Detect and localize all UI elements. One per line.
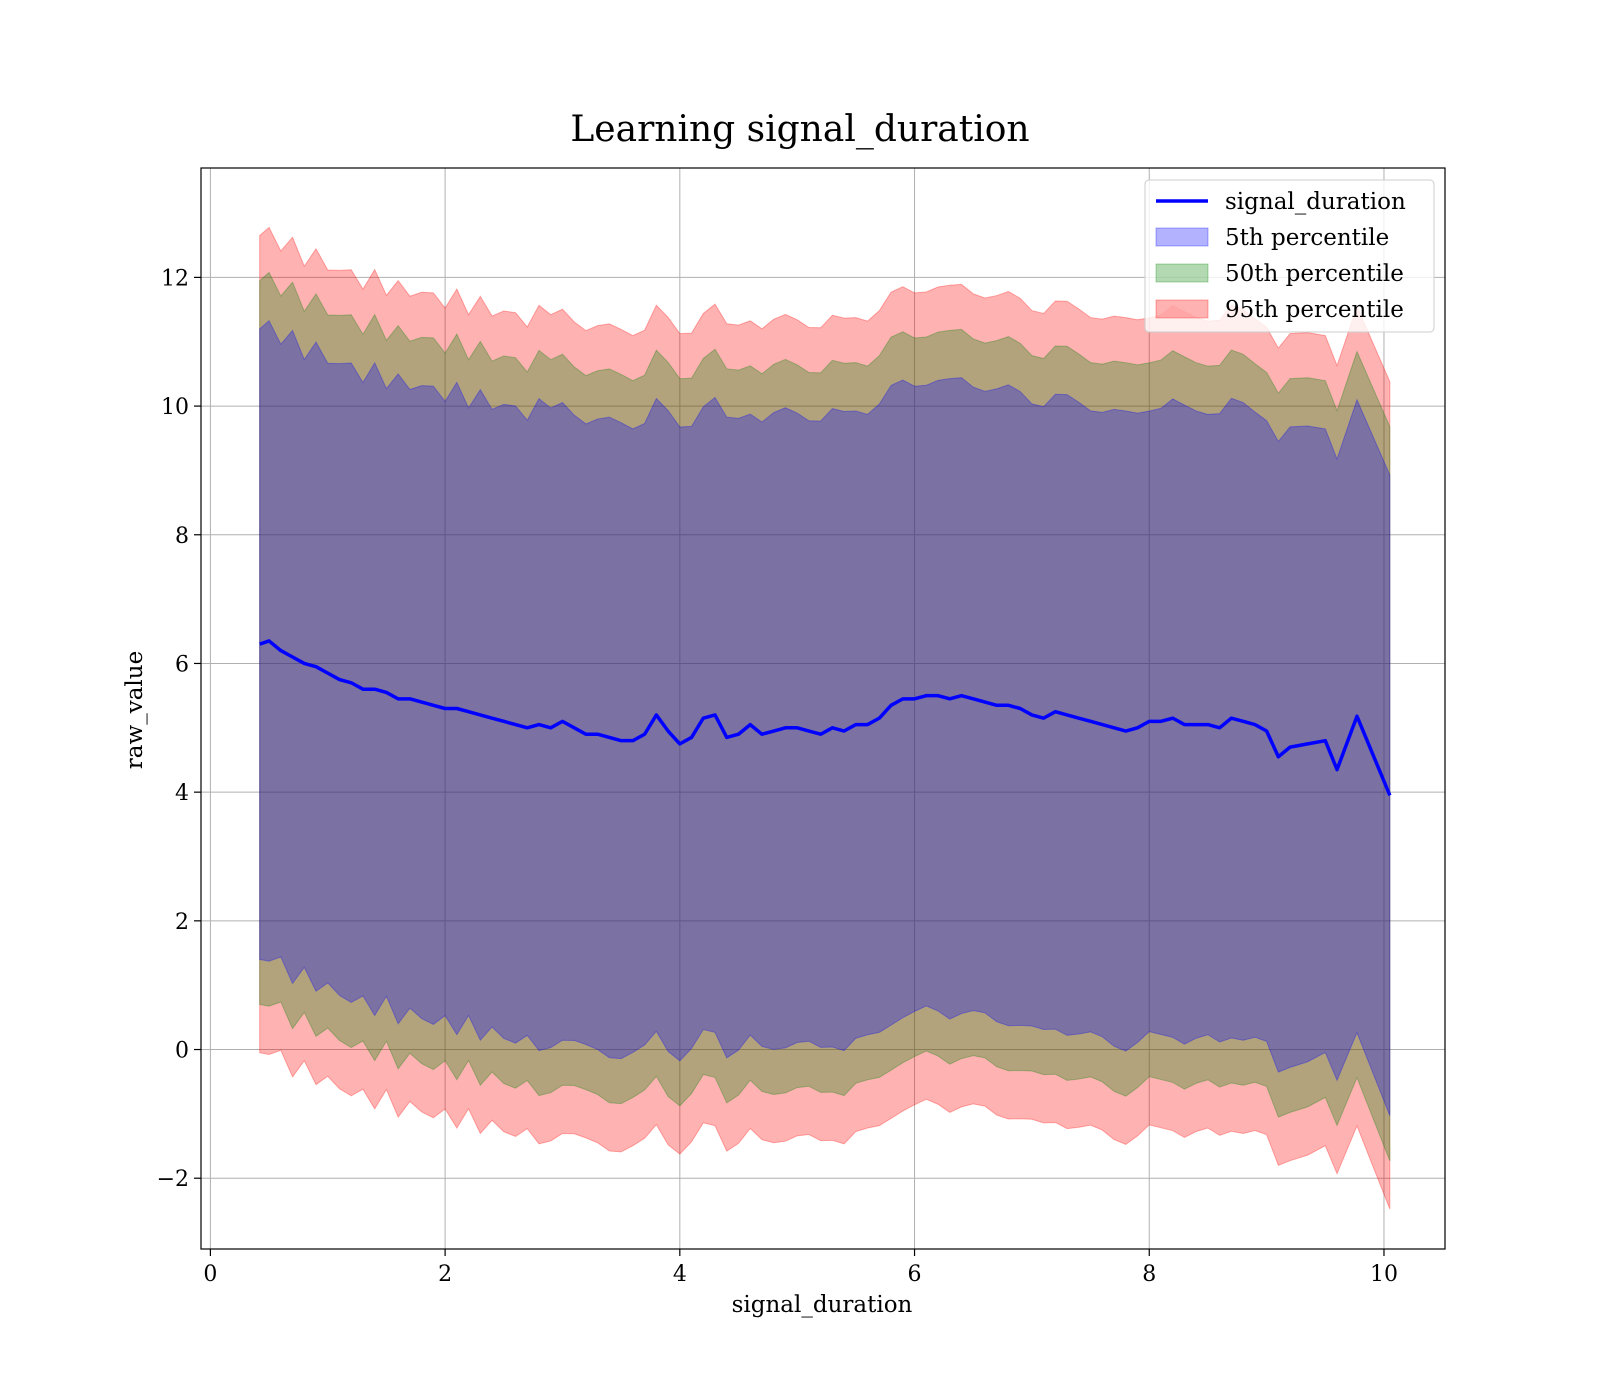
x-tick-label: 8: [1142, 1262, 1156, 1287]
y-tick-label: −2: [157, 1167, 189, 1192]
y-tick-label: 2: [175, 910, 189, 935]
y-tick-label: 6: [175, 652, 189, 677]
y-axis-label: raw_value: [122, 651, 148, 769]
legend-label-50th: 50th percentile: [1225, 261, 1404, 287]
legend-box: [1144, 179, 1435, 333]
percentile-bands: [259, 226, 1391, 1210]
y-tick-label: 0: [175, 1039, 189, 1064]
x-ticks: 0 2 4 6 8 10: [203, 1249, 1398, 1287]
x-tick-label: 6: [908, 1262, 922, 1287]
chart-title: Learning signal_duration: [570, 109, 1029, 150]
legend-swatch-95th: [1155, 299, 1209, 319]
x-tick-label: 2: [438, 1262, 452, 1287]
legend-label-5th: 5th percentile: [1225, 225, 1389, 251]
band-95th-percentile: [259, 226, 1391, 1210]
legend: signal_duration 5th percentile 50th perc…: [1144, 179, 1435, 333]
y-tick-label: 8: [175, 524, 189, 549]
y-tick-label: 4: [175, 781, 189, 806]
x-tick-label: 4: [673, 1262, 687, 1287]
plot-frame: [200, 167, 1446, 1250]
x-tick-label: 0: [203, 1262, 217, 1287]
legend-label-95th: 95th percentile: [1225, 297, 1404, 323]
band-5th-percentile: [259, 319, 1391, 1116]
legend-swatch-5th: [1155, 227, 1209, 247]
y-tick-label: 12: [161, 266, 189, 291]
y-tick-label: 10: [161, 395, 189, 420]
series-line-signal-duration: [259, 639, 1392, 797]
legend-label-line: signal_duration: [1225, 189, 1406, 215]
x-tick-label: 10: [1370, 1262, 1398, 1287]
x-axis-label: signal_duration: [732, 1292, 913, 1318]
legend-swatch-50th: [1155, 263, 1209, 283]
band-50th-percentile: [259, 271, 1391, 1162]
y-ticks: −2 0 2 4 6 8 10 12: [157, 266, 201, 1192]
series-line-layer: [259, 639, 1392, 797]
